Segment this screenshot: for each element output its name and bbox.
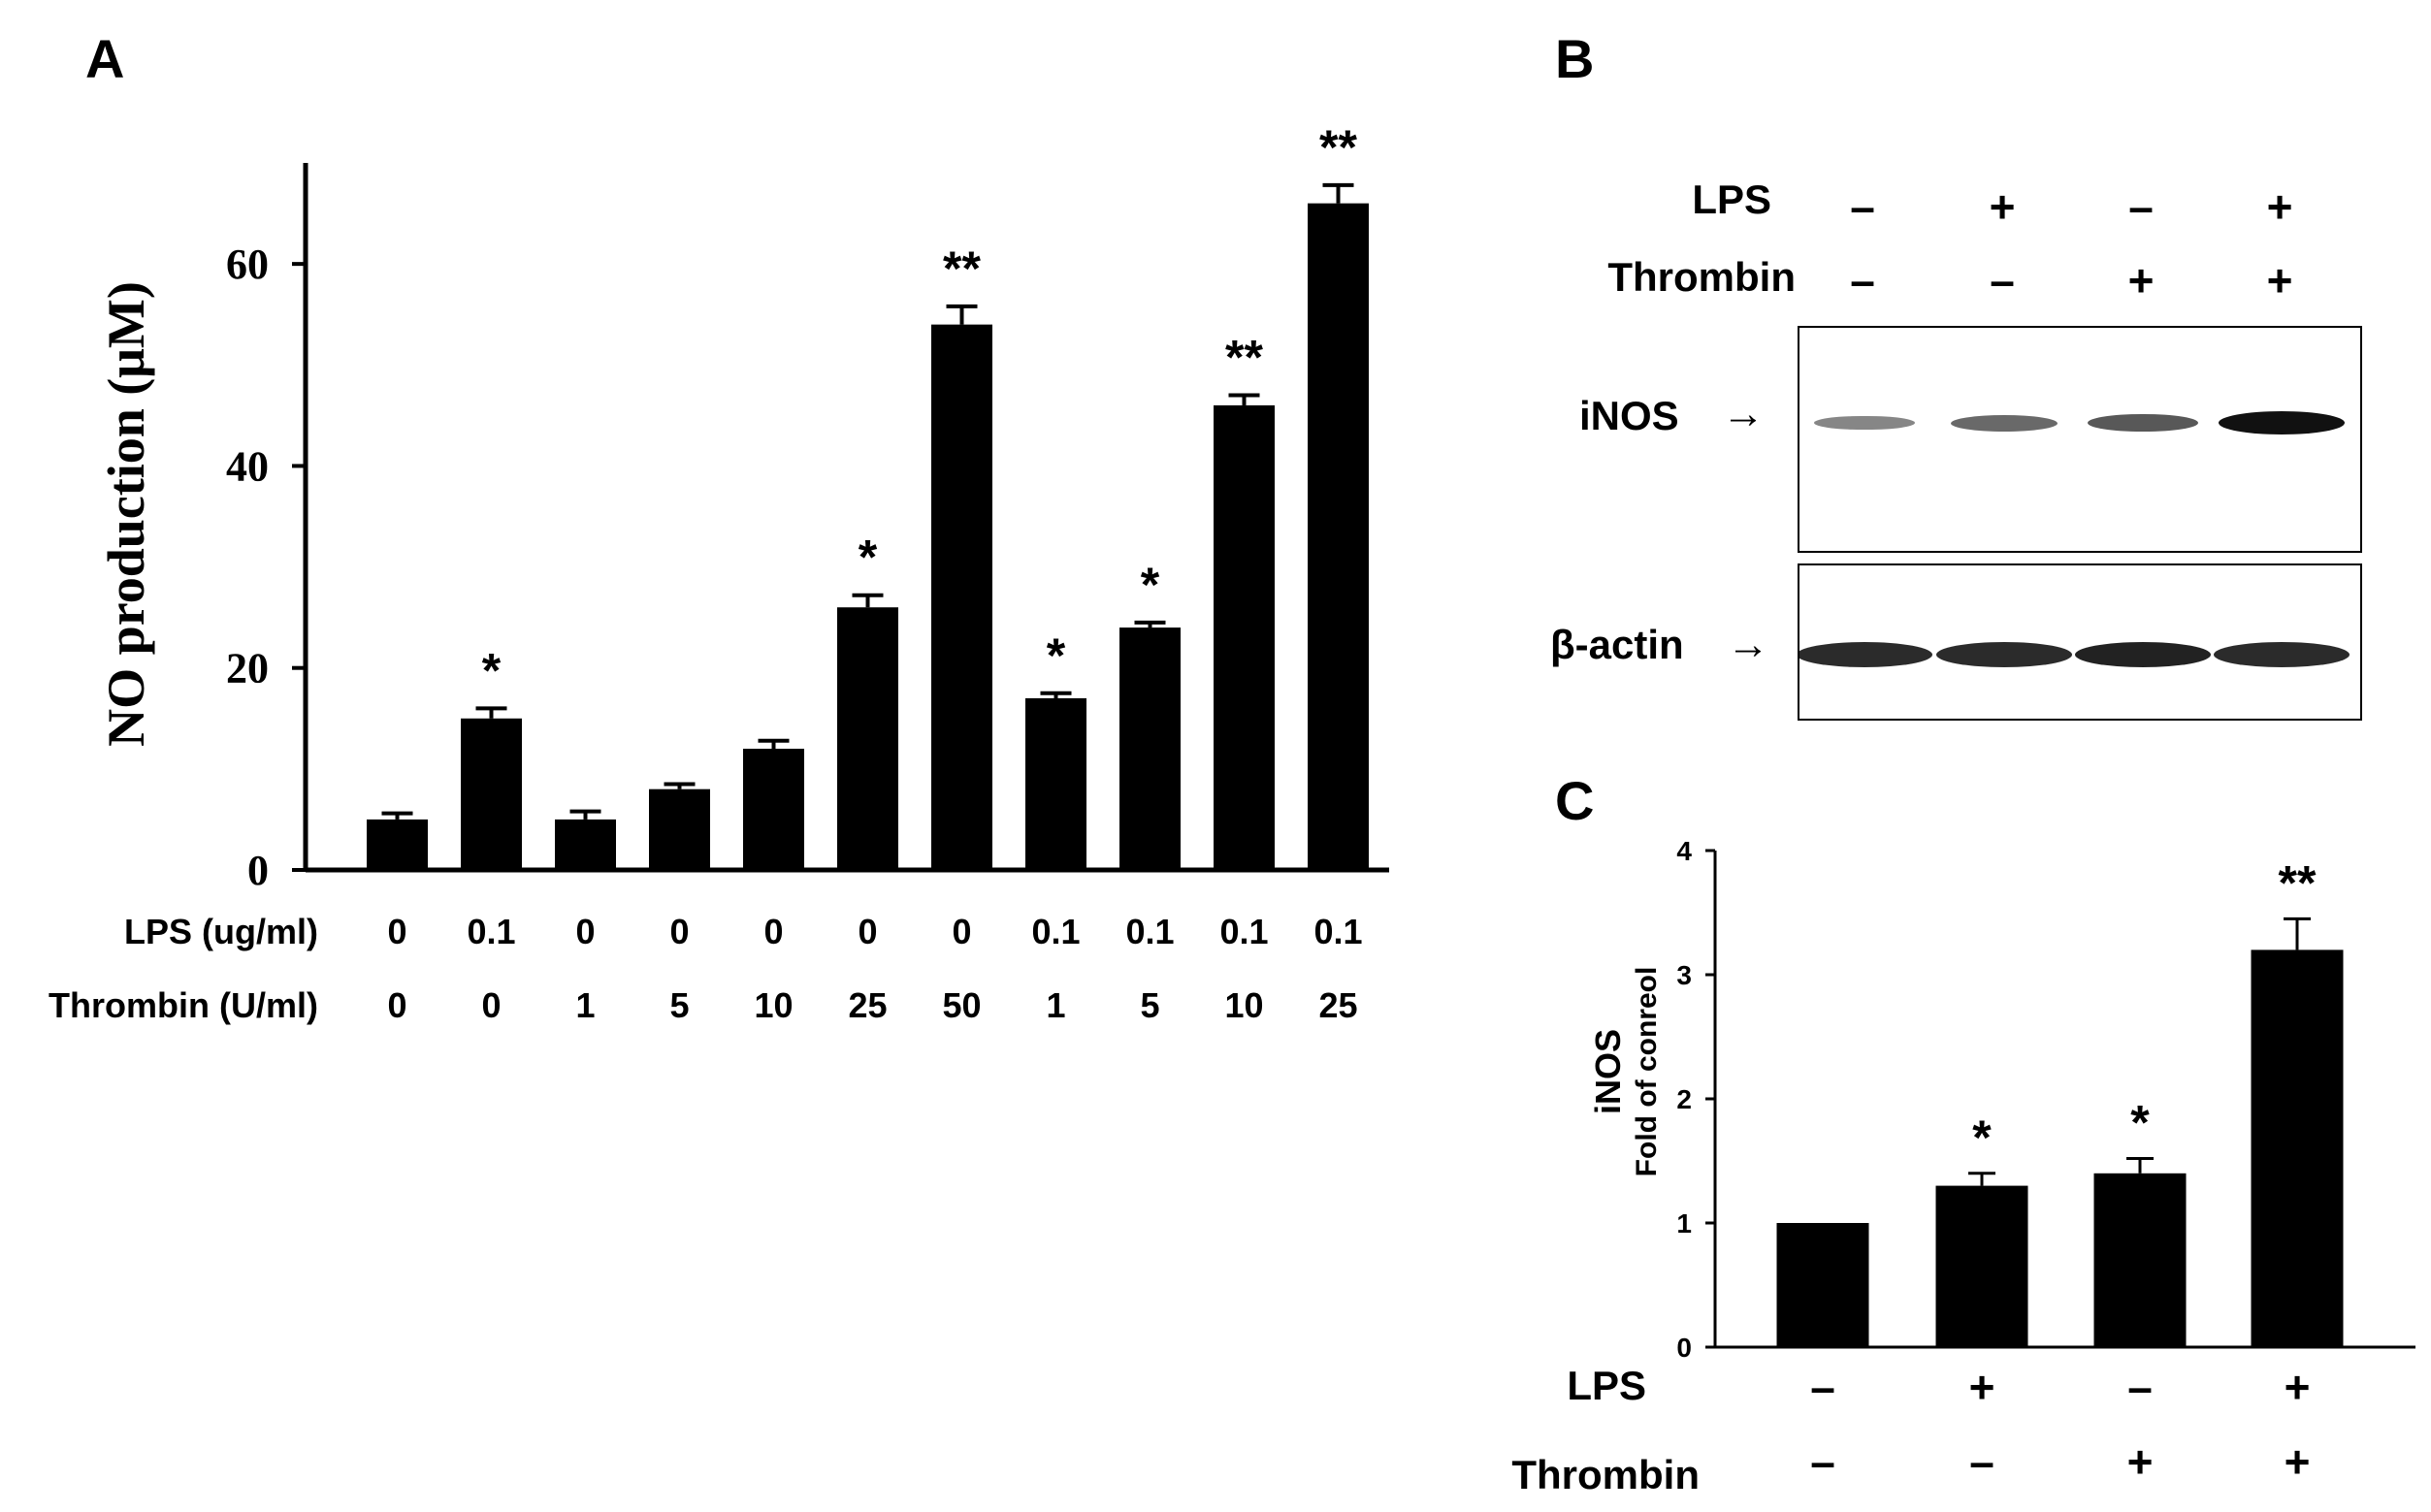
bar xyxy=(1308,203,1369,870)
thrombin-value: 10 xyxy=(1224,985,1264,1025)
lps-value: 0 xyxy=(858,912,878,951)
bar xyxy=(931,324,992,871)
inos-band xyxy=(1814,415,1915,431)
thrombin-sign: – xyxy=(1969,1436,1994,1487)
significance-mark: ** xyxy=(1225,331,1263,385)
thrombin-value: 10 xyxy=(754,985,794,1025)
y-tick-label: 40 xyxy=(226,442,269,490)
lps-sign: + xyxy=(2284,1362,2311,1412)
thrombin-value: 50 xyxy=(942,985,982,1025)
thrombin-value: 1 xyxy=(1046,985,1066,1025)
lps-value: 0.1 xyxy=(1031,912,1081,951)
panel-b-thrombin-label: Thrombin xyxy=(1607,254,1796,300)
bar xyxy=(461,718,522,870)
thrombin-value: 1 xyxy=(575,985,596,1025)
inos-band xyxy=(2219,411,2345,434)
lps-value: 0 xyxy=(763,912,784,951)
significance-mark: ** xyxy=(943,241,981,296)
lps-value: 0 xyxy=(952,912,972,951)
inos-band xyxy=(1951,414,2058,432)
bar xyxy=(1119,627,1181,870)
lps-value: 0 xyxy=(387,912,407,951)
lps-value: 0 xyxy=(575,912,596,951)
lps-sign: – xyxy=(2127,1362,2153,1412)
actin-band xyxy=(1936,642,2072,667)
lps-sign: – xyxy=(2128,181,2154,232)
bar xyxy=(649,788,710,870)
lps-value: 0.1 xyxy=(1219,912,1269,951)
actin-band xyxy=(2075,642,2211,667)
bar xyxy=(1025,697,1086,870)
bar xyxy=(555,819,616,870)
inos-band xyxy=(2088,413,2198,433)
panel-c-lps-label: LPS xyxy=(1567,1363,1646,1408)
significance-mark: * xyxy=(1141,558,1160,612)
significance-mark: * xyxy=(1047,628,1066,683)
lps-value: 0 xyxy=(669,912,690,951)
lps-sign: + xyxy=(1989,181,2016,232)
thrombin-value: 25 xyxy=(848,985,888,1025)
y-tick-label: 20 xyxy=(226,645,269,692)
y-axis-label: NO production (μM) xyxy=(97,281,155,747)
lps-value: 0.1 xyxy=(1313,912,1363,951)
y-tick-label: 60 xyxy=(226,241,269,288)
panel-b-letter: B xyxy=(1555,28,1595,89)
thrombin-value: 5 xyxy=(1140,985,1160,1025)
significance-mark: * xyxy=(859,531,878,585)
inos-band-label: iNOS xyxy=(1579,393,1679,438)
panel-a-thrombin-label: Thrombin (U/ml) xyxy=(49,985,318,1025)
thrombin-sign: + xyxy=(2126,1436,2154,1487)
actin-band xyxy=(1799,642,1932,667)
significance-mark: * xyxy=(482,643,502,697)
inos-blot xyxy=(1798,326,2362,553)
significance-mark: ** xyxy=(1319,120,1357,175)
lps-value: 0.1 xyxy=(467,912,516,951)
thrombin-value: 5 xyxy=(669,985,690,1025)
thrombin-sign: – xyxy=(1850,255,1875,306)
thrombin-sign: + xyxy=(2284,1436,2311,1487)
panel-c-letter: C xyxy=(1555,770,1595,831)
lps-sign: + xyxy=(2266,181,2293,232)
actin-band-label: β-actin xyxy=(1550,622,1684,667)
lps-value: 0.1 xyxy=(1125,912,1175,951)
thrombin-value: 0 xyxy=(481,985,502,1025)
inos-arrow-icon: → xyxy=(1722,390,1765,437)
thrombin-value: 0 xyxy=(387,985,407,1025)
actin-arrow-icon: → xyxy=(1727,621,1769,668)
thrombin-sign: + xyxy=(2266,255,2293,306)
lps-sign: + xyxy=(1968,1362,1995,1412)
lps-sign: – xyxy=(1850,181,1875,232)
panel-c-thrombin-label: Thrombin xyxy=(1511,1452,1700,1497)
bar xyxy=(837,607,898,870)
bar xyxy=(367,819,428,870)
bar xyxy=(1214,404,1275,870)
thrombin-value: 25 xyxy=(1318,985,1358,1025)
thrombin-sign: – xyxy=(1990,255,2015,306)
thrombin-sign: + xyxy=(2127,255,2155,306)
lps-sign: – xyxy=(1810,1362,1835,1412)
y-tick-label: 0 xyxy=(247,847,269,894)
panel-b-lps-label: LPS xyxy=(1692,177,1771,222)
bar xyxy=(743,749,804,870)
actin-band xyxy=(2214,642,2350,667)
panel-a-lps-label: LPS (ug/ml) xyxy=(124,912,318,951)
actin-blot xyxy=(1798,563,2362,721)
thrombin-sign: – xyxy=(1810,1436,1835,1487)
panel-a-letter: A xyxy=(85,28,125,89)
